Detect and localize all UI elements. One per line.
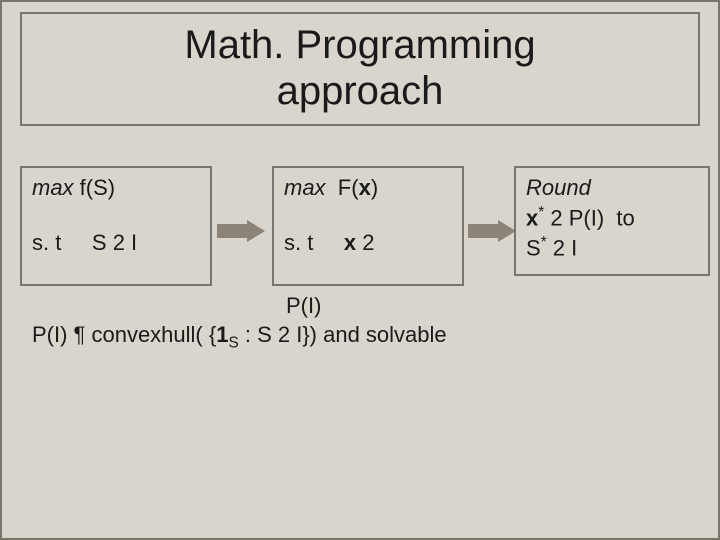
max-keyword: max	[284, 175, 326, 200]
box2-x: x	[359, 175, 371, 200]
conv-b: : S 2 I}) and solvable	[239, 322, 447, 347]
round-keyword: Round	[526, 174, 698, 203]
max-keyword: max	[32, 175, 74, 200]
gap	[313, 230, 344, 255]
box1-line2: s. t S 2 I	[32, 229, 200, 258]
indicator-one: 1	[216, 322, 228, 347]
slide-title: Math. Programming approach	[22, 22, 698, 114]
xstar-x: x	[526, 205, 538, 230]
box3-mid: 2 P(I)	[544, 205, 604, 230]
box1-line1: max f(S)	[32, 174, 200, 203]
conv-a: P(I) ¶ convexhull( {	[32, 322, 216, 347]
box2-fn-pre: F(	[326, 175, 359, 200]
title-box: Math. Programming approach	[20, 12, 700, 126]
slide: Math. Programming approach max f(S) s. t…	[0, 0, 720, 540]
box-relaxed-problem: max F(x) s. t x 2	[272, 166, 464, 286]
indicator-sub: S	[228, 334, 238, 351]
box3-line2: x* 2 P(I) to	[526, 203, 698, 233]
sstar-s: S	[526, 235, 541, 260]
box-rounding: Round x* 2 P(I) to S* 2 I	[514, 166, 710, 276]
box2-rest: 2	[356, 230, 374, 255]
box3-to: to	[604, 205, 635, 230]
arrow-2	[468, 220, 516, 242]
box1-fn: f(S)	[74, 175, 116, 200]
title-line1: Math. Programming	[184, 23, 535, 67]
arrow-right-icon	[468, 220, 516, 242]
arrow-right-icon	[217, 220, 265, 242]
box2-line2: s. t x 2	[284, 229, 452, 258]
box2-x2: x	[344, 230, 356, 255]
pi-continuation: P(I)	[286, 292, 447, 321]
st-keyword: s. t	[32, 230, 61, 255]
convexhull-line: P(I) ¶ convexhull( {1S : S 2 I}) and sol…	[32, 321, 447, 353]
st-keyword: s. t	[284, 230, 313, 255]
box2-line1: max F(x)	[284, 174, 452, 203]
title-line2: approach	[277, 69, 444, 113]
box3-rest: 2 I	[547, 235, 578, 260]
pi-label: P(I)	[286, 293, 321, 318]
box2-fn-post: )	[371, 175, 378, 200]
box-discrete-problem: max f(S) s. t S 2 I	[20, 166, 212, 286]
box3-line3: S* 2 I	[526, 233, 698, 263]
arrow-1	[217, 220, 265, 242]
polytope-definition: P(I) P(I) ¶ convexhull( {1S : S 2 I}) an…	[32, 292, 447, 353]
box1-constraint: S 2 I	[61, 230, 137, 255]
